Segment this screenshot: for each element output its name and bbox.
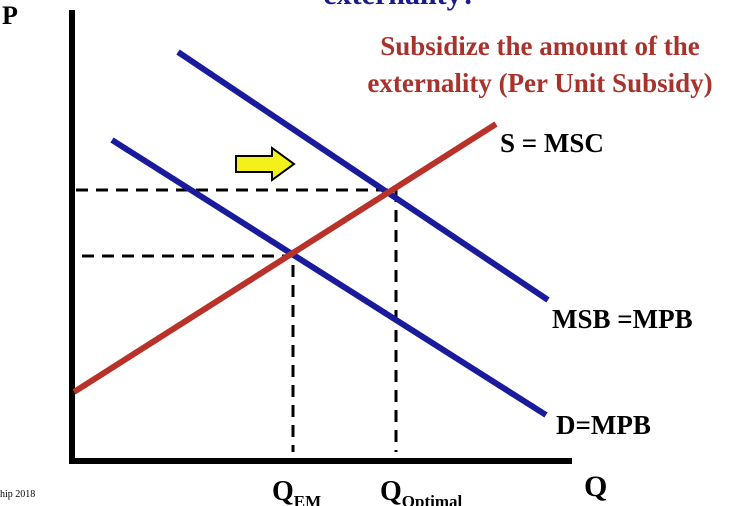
market-guide xyxy=(82,254,295,452)
x-mark: QOptimal xyxy=(380,476,463,506)
annotation-line: Subsidize the amount of the xyxy=(380,31,700,61)
x-mark-label: Q xyxy=(380,476,402,506)
msb-curve xyxy=(176,49,550,303)
curve-label: MSB =MPB xyxy=(552,304,693,334)
x-mark-label: Q xyxy=(272,476,294,506)
annotation-line: externality (Per Unit Subsidy) xyxy=(367,68,712,98)
x-mark: QEM xyxy=(272,476,321,506)
title-fragment: externality? xyxy=(323,0,476,11)
optimal-guide xyxy=(76,188,398,452)
x-axis-label: Q xyxy=(584,470,607,503)
y-axis-label: P xyxy=(2,1,18,30)
x-mark-subscript: Optimal xyxy=(402,492,463,506)
demand-curve xyxy=(110,137,548,418)
curve-label: D=MPB xyxy=(556,410,651,440)
x-mark-subscript: EM xyxy=(294,492,321,506)
footer: hip 2018 xyxy=(0,489,35,500)
supply-curve xyxy=(72,121,498,395)
shift-arrow xyxy=(235,146,296,182)
curve-label: S = MSC xyxy=(500,128,604,158)
